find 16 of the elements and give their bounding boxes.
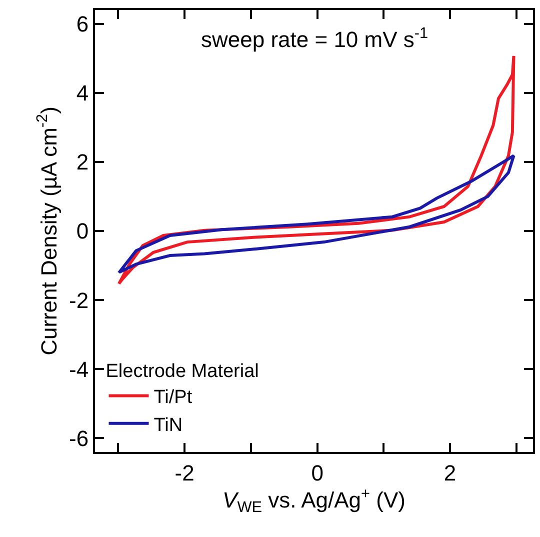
y-tick-label: 2 — [76, 150, 89, 175]
line-series — [117, 154, 516, 274]
y-tick-label: -6 — [69, 426, 89, 451]
x-tick-label: 0 — [311, 460, 324, 486]
legend-label: TiN — [154, 414, 183, 436]
x-tick-label: 2 — [444, 460, 456, 486]
y-tick-label: -2 — [69, 288, 89, 313]
y-tick-label: 4 — [76, 80, 89, 106]
legend-title: Electrode Material — [106, 360, 259, 382]
annotation: sweep rate = 10 mV s$^{-1}$ — [201, 25, 428, 52]
legend-label: Ti/Pt — [154, 387, 193, 408]
y-tick-label: -4 — [69, 356, 89, 382]
x-axis-title: V$_{WE}$ vs. Ag/Ag$^{+}$ (V) — [222, 485, 406, 516]
x-tick-label: -2 — [174, 460, 194, 486]
y-tick-label: 6 — [76, 12, 89, 37]
y-tick-label: 0 — [76, 218, 89, 244]
